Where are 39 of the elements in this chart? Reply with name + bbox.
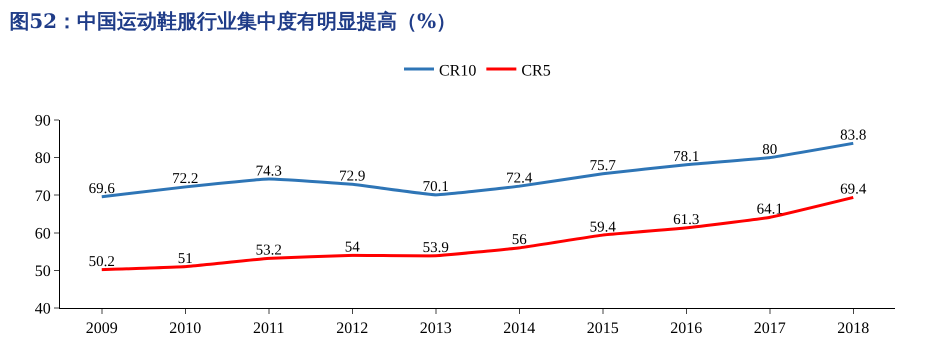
data-label: 64.1 [756, 202, 783, 218]
x-tick-label: 2011 [253, 320, 284, 338]
y-tick-label: 80 [34, 150, 51, 168]
y-tick-label: 90 [34, 112, 51, 130]
data-label: 80 [762, 142, 778, 158]
data-label: 69.6 [88, 180, 116, 197]
y-tick-label: 70 [34, 188, 51, 205]
data-label: 50.2 [88, 254, 115, 270]
data-label: 74.3 [256, 163, 282, 180]
data-label: 78.1 [673, 148, 700, 165]
x-tick-label: 2015 [586, 320, 619, 338]
x-tick-label: 2013 [420, 320, 452, 338]
y-tick-label: 40 [34, 300, 51, 318]
x-tick-label: 2017 [754, 320, 786, 338]
data-label: 54 [344, 240, 360, 256]
data-label: 72.9 [339, 168, 366, 185]
data-label: 83.8 [840, 128, 866, 144]
data-label: 72.2 [172, 171, 198, 188]
x-tick-label: 2014 [503, 320, 536, 338]
x-tick-label: 2012 [336, 320, 368, 338]
data-label: 53.2 [256, 242, 282, 259]
y-tick-label: 60 [34, 225, 51, 242]
data-label: 75.7 [590, 158, 616, 174]
x-tick-label: 2018 [837, 320, 870, 338]
x-tick-label: 2010 [169, 320, 202, 338]
legend-label: CR5 [521, 62, 551, 80]
data-label: 56 [512, 232, 528, 248]
data-label: 72.4 [506, 170, 533, 186]
y-tick-label: 50 [34, 263, 51, 280]
x-tick-label: 2016 [670, 320, 702, 338]
data-label: 70.1 [422, 179, 449, 196]
data-label: 61.3 [673, 212, 700, 228]
x-tick-label: 2009 [86, 320, 118, 338]
data-label: 53.9 [422, 240, 449, 256]
data-label: 59.4 [590, 219, 616, 236]
data-label: 51 [178, 250, 193, 267]
data-label: 69.4 [840, 182, 867, 198]
legend-label: CR10 [439, 62, 476, 80]
chart-title: 图52：中国运动鞋服行业集中度有明显提高（%） [9, 8, 456, 33]
